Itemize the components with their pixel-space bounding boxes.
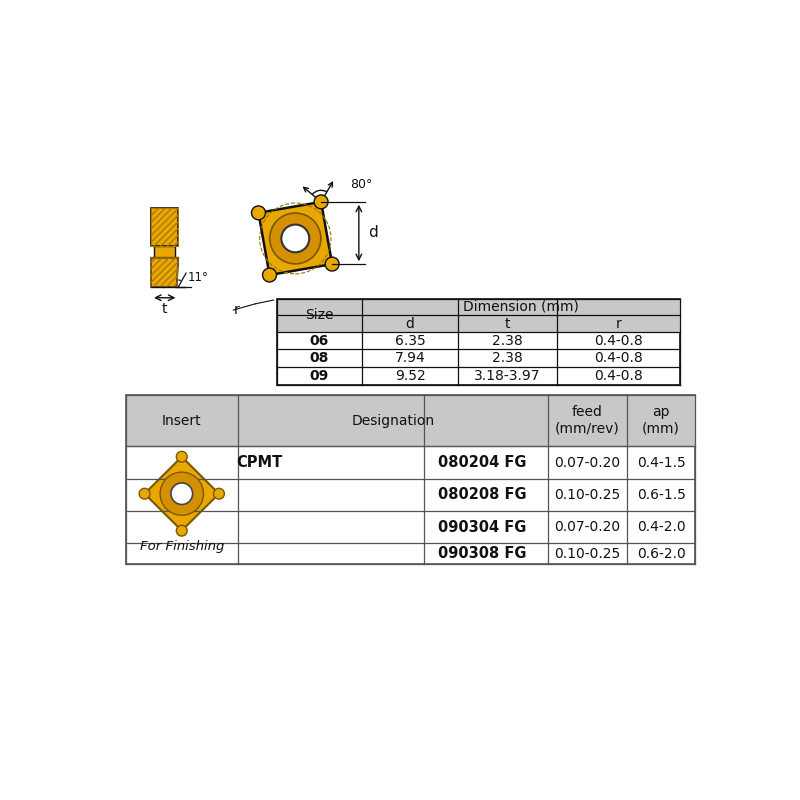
Text: ap
(mm): ap (mm): [642, 406, 680, 436]
Polygon shape: [258, 202, 332, 275]
Text: 0.4-0.8: 0.4-0.8: [594, 369, 643, 383]
Text: feed
(mm/rev): feed (mm/rev): [555, 406, 620, 436]
Bar: [126, 394, 695, 564]
Text: Dimension (mm): Dimension (mm): [463, 300, 578, 314]
Text: r: r: [234, 303, 239, 317]
Text: 0.6-1.5: 0.6-1.5: [637, 488, 686, 502]
Text: 080208 FG: 080208 FG: [438, 487, 526, 502]
Text: 0.10-0.25: 0.10-0.25: [554, 546, 621, 561]
Text: 6.35: 6.35: [394, 334, 426, 348]
Circle shape: [160, 472, 203, 515]
Text: 7.94: 7.94: [394, 351, 426, 365]
Text: 06: 06: [310, 334, 329, 348]
Text: 0.4-0.8: 0.4-0.8: [594, 351, 643, 365]
Polygon shape: [154, 246, 175, 258]
Bar: [277, 298, 680, 315]
Text: 080204 FG: 080204 FG: [438, 455, 526, 470]
Text: 3.18-3.97: 3.18-3.97: [474, 369, 541, 383]
Circle shape: [314, 195, 328, 209]
Circle shape: [270, 213, 321, 264]
Text: 090304 FG: 090304 FG: [438, 520, 526, 534]
Text: t: t: [162, 302, 167, 315]
Text: 0.10-0.25: 0.10-0.25: [554, 488, 621, 502]
Circle shape: [139, 488, 150, 499]
Text: 09: 09: [310, 369, 329, 383]
Circle shape: [214, 488, 224, 499]
Circle shape: [282, 225, 310, 252]
Text: CPMT: CPMT: [237, 455, 282, 470]
Circle shape: [251, 206, 266, 220]
Text: 80°: 80°: [350, 178, 373, 191]
Text: 0.6-2.0: 0.6-2.0: [637, 546, 686, 561]
Text: 11°: 11°: [187, 271, 209, 284]
Polygon shape: [145, 457, 219, 530]
Text: 9.52: 9.52: [394, 369, 426, 383]
Text: 0.4-1.5: 0.4-1.5: [637, 455, 686, 470]
Text: d: d: [406, 317, 414, 331]
Circle shape: [176, 451, 187, 462]
Text: 08: 08: [310, 351, 329, 365]
Text: 0.07-0.20: 0.07-0.20: [554, 455, 621, 470]
Bar: [277, 315, 680, 332]
Text: Designation: Designation: [351, 414, 434, 427]
Text: 2.38: 2.38: [492, 334, 523, 348]
Text: 0.07-0.20: 0.07-0.20: [554, 520, 621, 534]
Polygon shape: [151, 208, 178, 246]
Polygon shape: [151, 258, 178, 287]
Text: 2.38: 2.38: [492, 351, 523, 365]
Circle shape: [325, 257, 339, 271]
Circle shape: [262, 268, 277, 282]
Bar: [277, 298, 680, 385]
Text: Size: Size: [305, 309, 334, 322]
Text: 0.4-2.0: 0.4-2.0: [637, 520, 686, 534]
Circle shape: [171, 483, 193, 505]
Text: 0.4-0.8: 0.4-0.8: [594, 334, 643, 348]
Circle shape: [176, 526, 187, 536]
Text: Insert: Insert: [162, 414, 202, 427]
Text: 090308 FG: 090308 FG: [438, 546, 526, 562]
Text: r: r: [616, 317, 622, 331]
Text: t: t: [505, 317, 510, 331]
Bar: [126, 394, 695, 446]
Text: d: d: [368, 226, 378, 241]
Text: For Finishing: For Finishing: [139, 539, 224, 553]
